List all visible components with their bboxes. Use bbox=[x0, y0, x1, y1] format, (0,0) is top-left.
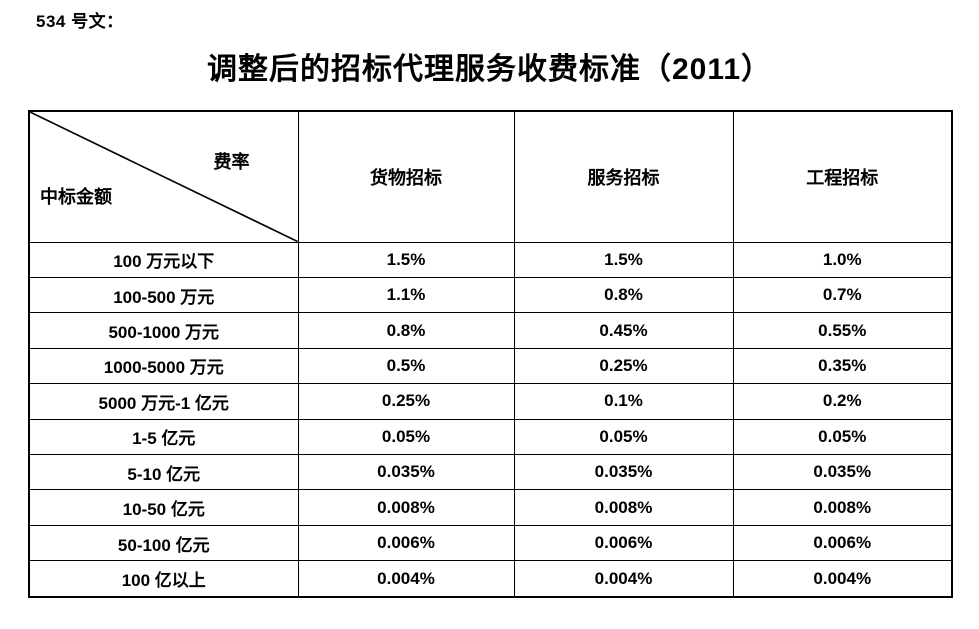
table-row: 1-5 亿元 0.05% 0.05% 0.05% bbox=[28, 418, 953, 456]
column-header-engineering: 工程招标 bbox=[732, 110, 953, 243]
row-label: 5000 万元-1 亿元 bbox=[28, 383, 299, 420]
row-label: 100-500 万元 bbox=[28, 276, 299, 314]
header-row: 费率 中标金额 货物招标 服务招标 工程招标 bbox=[28, 110, 953, 243]
fee-value: 0.035% bbox=[297, 454, 515, 491]
fee-value: 0.004% bbox=[513, 560, 734, 598]
row-label: 100 亿以上 bbox=[28, 560, 299, 598]
fee-value: 1.5% bbox=[297, 241, 515, 278]
row-label: 1000-5000 万元 bbox=[28, 347, 299, 385]
fee-value: 0.45% bbox=[513, 312, 734, 349]
fee-value: 0.1% bbox=[513, 383, 734, 420]
fee-value: 1.1% bbox=[297, 276, 515, 314]
fee-value: 0.8% bbox=[513, 276, 734, 314]
row-label: 500-1000 万元 bbox=[28, 312, 299, 349]
fee-value: 0.25% bbox=[513, 347, 734, 385]
row-label: 50-100 亿元 bbox=[28, 524, 299, 562]
fee-value: 0.006% bbox=[297, 524, 515, 562]
fee-value: 0.2% bbox=[732, 383, 953, 420]
fee-value: 0.05% bbox=[732, 418, 953, 456]
page-title: 调整后的招标代理服务收费标准（2011） bbox=[206, 53, 773, 86]
table-row: 5000 万元-1 亿元 0.25% 0.1% 0.2% bbox=[28, 383, 953, 420]
fee-value: 0.55% bbox=[732, 312, 953, 349]
fee-value: 0.006% bbox=[732, 524, 953, 562]
corner-label-bid-amount: 中标金额 bbox=[40, 187, 112, 207]
fee-value: 0.008% bbox=[297, 489, 515, 526]
fee-value: 1.0% bbox=[732, 241, 953, 278]
row-label: 5-10 亿元 bbox=[28, 454, 299, 491]
fee-value: 0.035% bbox=[732, 454, 953, 491]
row-label: 100 万元以下 bbox=[28, 241, 299, 278]
table-row: 100-500 万元 1.1% 0.8% 0.7% bbox=[28, 276, 953, 314]
fee-value: 0.05% bbox=[513, 418, 734, 456]
fee-value: 0.35% bbox=[732, 347, 953, 385]
fee-value: 0.05% bbox=[297, 418, 515, 456]
fee-value: 0.25% bbox=[297, 383, 515, 420]
fee-value: 1.5% bbox=[513, 241, 734, 278]
column-header-services: 服务招标 bbox=[513, 110, 734, 243]
table-row: 5-10 亿元 0.035% 0.035% 0.035% bbox=[28, 454, 953, 491]
diagonal-divider-line bbox=[30, 112, 298, 242]
corner-header-cell: 费率 中标金额 bbox=[28, 110, 299, 243]
fee-value: 0.8% bbox=[297, 312, 515, 349]
table-row: 50-100 亿元 0.006% 0.006% 0.006% bbox=[28, 524, 953, 562]
fee-value: 0.004% bbox=[732, 560, 953, 598]
doc-number-label: 534 号文： bbox=[36, 12, 124, 31]
fee-value: 0.004% bbox=[297, 560, 515, 598]
table-row: 1000-5000 万元 0.5% 0.25% 0.35% bbox=[28, 347, 953, 385]
fee-rate-table: 费率 中标金额 货物招标 服务招标 工程招标 100 万元以下 1.5% 1.5… bbox=[28, 110, 953, 598]
row-label: 1-5 亿元 bbox=[28, 418, 299, 456]
fee-value: 0.5% bbox=[297, 347, 515, 385]
table-row: 100 亿以上 0.004% 0.004% 0.004% bbox=[28, 560, 953, 598]
fee-value: 0.008% bbox=[513, 489, 734, 526]
table-row: 10-50 亿元 0.008% 0.008% 0.008% bbox=[28, 489, 953, 526]
fee-value: 0.006% bbox=[513, 524, 734, 562]
fee-value: 0.035% bbox=[513, 454, 734, 491]
fee-value: 0.7% bbox=[732, 276, 953, 314]
fee-value: 0.008% bbox=[732, 489, 953, 526]
corner-label-rate: 费率 bbox=[213, 152, 250, 172]
column-header-goods: 货物招标 bbox=[297, 110, 515, 243]
row-label: 10-50 亿元 bbox=[28, 489, 299, 526]
table-row: 100 万元以下 1.5% 1.5% 1.0% bbox=[28, 241, 953, 278]
table-row: 500-1000 万元 0.8% 0.45% 0.55% bbox=[28, 312, 953, 349]
